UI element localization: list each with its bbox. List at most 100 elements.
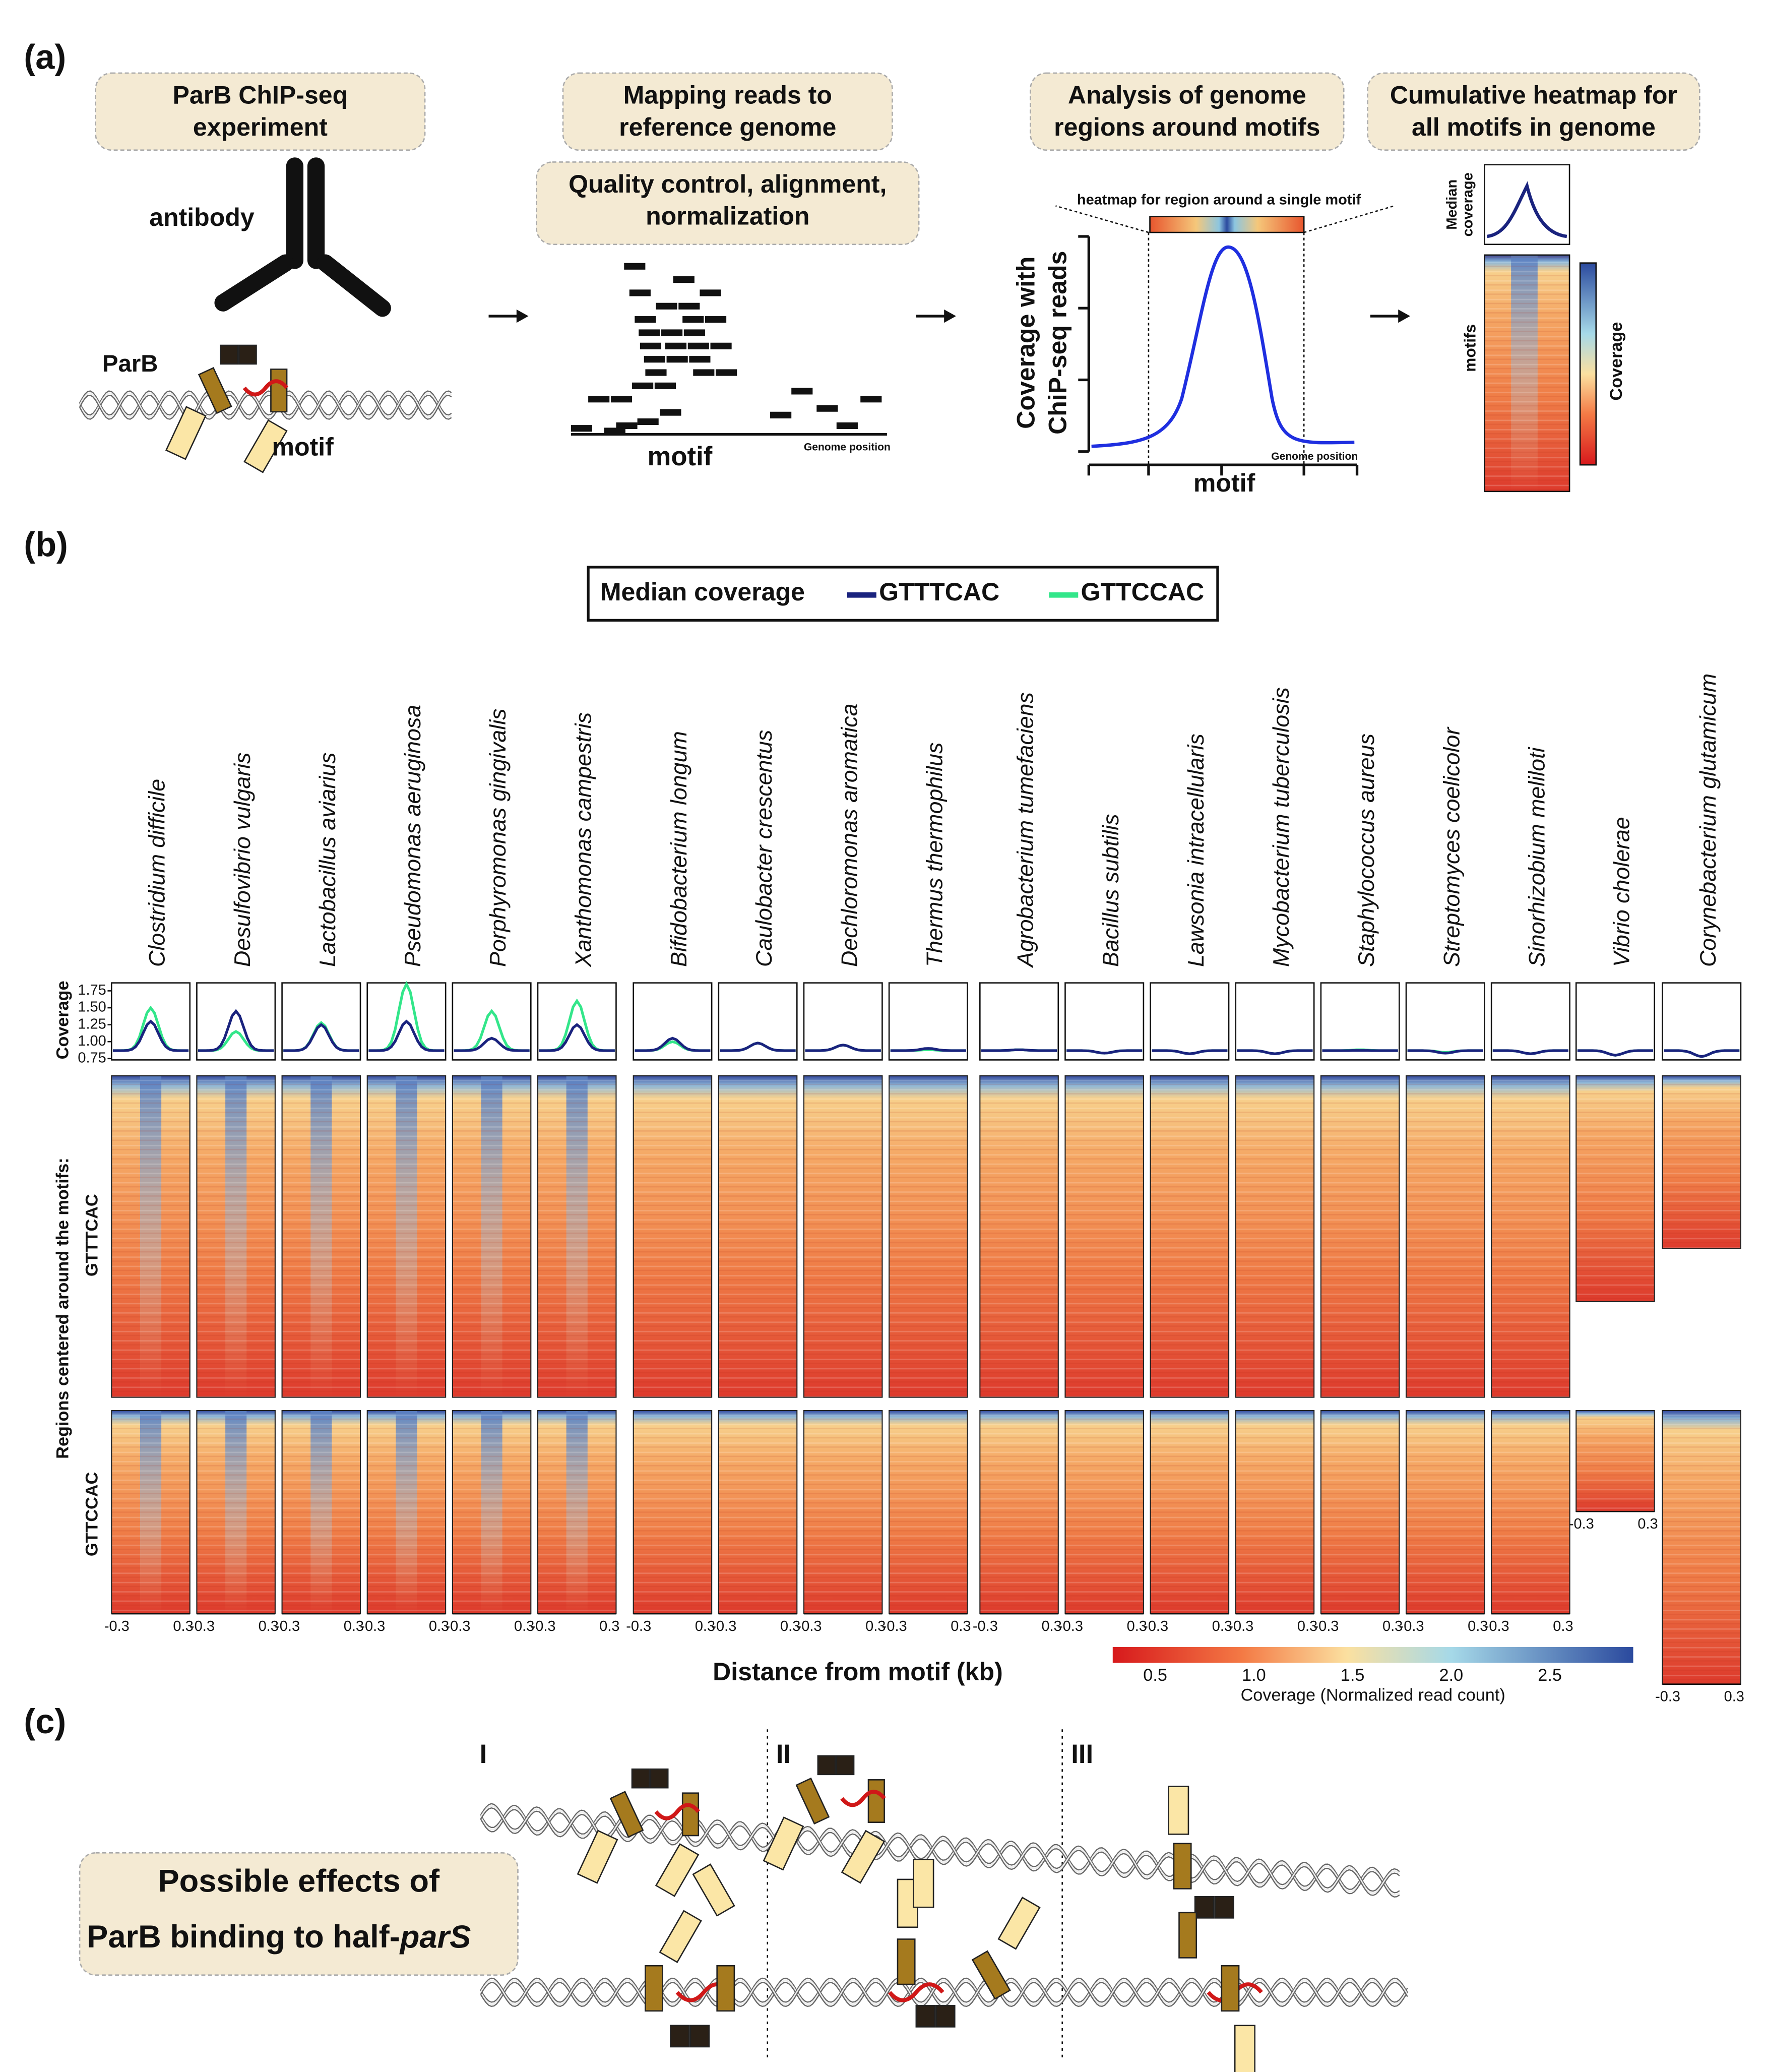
x-tick-label: -0.3 <box>1143 1618 1168 1634</box>
species-name: Dechloromonas aromatica <box>837 704 862 967</box>
protein <box>650 1768 669 1789</box>
y-label: ChiP-seq reads <box>1044 251 1072 435</box>
protein <box>577 1830 618 1884</box>
coverage-box <box>1662 982 1742 1061</box>
x-tick-label: -0.3 <box>1313 1618 1339 1634</box>
step-box <box>95 72 426 151</box>
protein <box>220 344 238 365</box>
x-tick-label: 0.3 <box>1041 1618 1061 1634</box>
median-curve <box>1066 1049 1143 1055</box>
heatmap-texture <box>452 1410 532 1615</box>
heatmap-texture <box>196 1075 276 1398</box>
heatmap-texture <box>803 1075 883 1398</box>
read <box>836 422 858 429</box>
colorbar-tick: 1.5 <box>1341 1666 1365 1685</box>
read <box>791 388 813 395</box>
heatmap-texture <box>1064 1410 1144 1615</box>
protein <box>270 369 288 413</box>
protein <box>1168 1786 1189 1835</box>
species-name: Lactobacillus aviarius <box>315 753 340 967</box>
read <box>654 382 676 389</box>
read <box>665 342 687 349</box>
protein <box>897 1938 916 1985</box>
x-tick-label: 0.3 <box>1382 1618 1403 1634</box>
protein <box>867 1779 885 1823</box>
read <box>682 316 704 323</box>
antibody <box>214 254 294 312</box>
x-tick-label: 0.3 <box>951 1618 971 1634</box>
coverage-box <box>196 982 276 1061</box>
heatmap-texture <box>196 1410 276 1615</box>
median-curve <box>1407 1049 1483 1055</box>
row-name: GTTCCAC <box>82 1472 101 1556</box>
protein <box>716 1965 735 2012</box>
coverage-box <box>1235 982 1315 1061</box>
heatmap-texture <box>889 1075 968 1398</box>
y-tick-label: 1.25 <box>78 1016 106 1032</box>
step-title: all motifs in genome <box>1412 113 1656 141</box>
antibody-label: antibody <box>149 203 255 231</box>
heatmap-texture <box>1320 1075 1400 1398</box>
median-curve <box>1237 1049 1313 1055</box>
read <box>616 422 638 429</box>
heatmap-texture <box>979 1075 1059 1398</box>
heatmap-texture <box>1064 1075 1144 1398</box>
heatmap-texture <box>537 1075 617 1398</box>
protein <box>670 2025 690 2048</box>
protein <box>836 1755 855 1776</box>
protein <box>1194 1896 1215 1919</box>
heatmap-texture <box>1320 1410 1400 1615</box>
motif-dna <box>888 1982 944 2002</box>
x-tick-label: -0.3 <box>1484 1618 1509 1634</box>
parb-label: ParB <box>102 350 158 377</box>
coverage-box <box>979 982 1059 1061</box>
y-tick-label: 1.50 <box>78 999 106 1015</box>
species-name: Porphyromonas gingivalis <box>485 708 511 967</box>
heatmap-texture <box>1405 1410 1485 1615</box>
median-curve <box>283 1023 359 1052</box>
coverage-box <box>1405 982 1485 1061</box>
step-title: regions around motifs <box>1054 113 1320 141</box>
species-name: Sinorhizobium meliloti <box>1525 747 1550 967</box>
motif-dna <box>242 379 289 397</box>
x-tick-label: 0.3 <box>865 1618 886 1634</box>
read <box>639 329 660 336</box>
colorbar-tick: 1.0 <box>1242 1666 1266 1685</box>
x-tick-label: -0.3 <box>1058 1618 1083 1634</box>
motifs-label: motifs <box>1461 324 1479 372</box>
colorbar-tick: 0.5 <box>1143 1666 1167 1685</box>
read <box>860 396 882 403</box>
colorbar-tick: 2.5 <box>1538 1666 1562 1685</box>
heatmap-texture <box>633 1075 713 1398</box>
protein <box>692 1863 735 1917</box>
protein <box>1214 1896 1234 1919</box>
protein <box>631 1768 650 1789</box>
x-tick-label: -0.3 <box>445 1618 470 1634</box>
species-name: Corynebacterium glutamicum <box>1695 674 1721 967</box>
median-curve <box>539 1023 615 1052</box>
y-tick-label: 0.75 <box>78 1050 106 1066</box>
dna-strand <box>79 390 452 416</box>
heatmap-texture <box>452 1075 532 1398</box>
step-title: Cumulative heatmap for <box>1390 81 1677 109</box>
heatmap-texture <box>633 1410 713 1615</box>
read <box>640 342 662 349</box>
x-tick-label: -0.3 <box>797 1618 822 1634</box>
heatmap-texture <box>1150 1410 1230 1615</box>
x-tick-label: 0.3 <box>344 1618 364 1634</box>
x-tick-label: -0.3 <box>626 1618 651 1634</box>
step-title: reference genome <box>619 113 836 141</box>
species-name: Streptomyces coelicolor <box>1439 726 1464 967</box>
read <box>710 342 732 349</box>
heatmap-texture <box>1491 1075 1570 1398</box>
dna-strand <box>480 1809 1400 1898</box>
axis-note: Genome position <box>1271 451 1358 462</box>
motif-dna <box>654 1803 700 1820</box>
step-title: Quality control, alignment, <box>569 170 887 198</box>
box-text: ParB binding to half-parS <box>87 1919 471 1955</box>
heatmap-texture <box>803 1410 883 1615</box>
read <box>635 316 656 323</box>
y-label: Coverage with <box>1012 257 1040 429</box>
dna-strand <box>480 1806 1400 1896</box>
reads-motif: motif <box>648 442 713 471</box>
